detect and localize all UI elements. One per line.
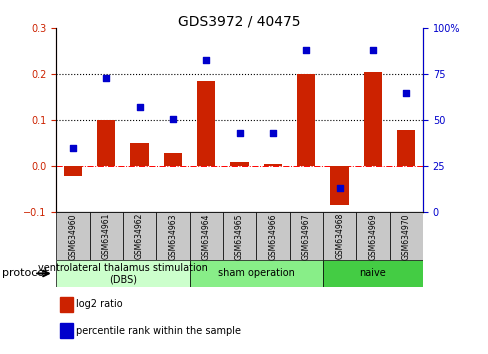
Text: GSM634964: GSM634964	[202, 213, 210, 259]
Bar	[230, 162, 248, 166]
Text: GSM634960: GSM634960	[68, 213, 77, 259]
Bar	[263, 164, 282, 166]
Point	[202, 57, 210, 62]
Bar	[60, 297, 73, 312]
Bar	[63, 166, 82, 176]
Text: GSM634962: GSM634962	[135, 213, 144, 259]
Bar	[330, 166, 348, 205]
Bar	[163, 153, 182, 166]
Point	[102, 75, 110, 81]
Bar	[363, 72, 381, 166]
Bar	[197, 81, 215, 166]
Bar	[223, 212, 256, 260]
Text: GSM634970: GSM634970	[401, 213, 410, 259]
Bar	[156, 212, 189, 260]
Text: protocol: protocol	[2, 268, 48, 279]
Text: GSM634961: GSM634961	[102, 213, 110, 259]
Point	[135, 105, 143, 110]
Text: GSM634969: GSM634969	[368, 213, 377, 259]
Bar	[356, 212, 389, 260]
Bar	[122, 212, 156, 260]
Text: ventrolateral thalamus stimulation
(DBS): ventrolateral thalamus stimulation (DBS)	[38, 263, 207, 284]
Bar	[322, 212, 356, 260]
Bar	[56, 212, 89, 260]
Point	[302, 47, 309, 53]
Text: GSM634965: GSM634965	[235, 213, 244, 259]
Bar	[256, 212, 289, 260]
Point	[169, 116, 177, 121]
Bar	[396, 130, 415, 166]
Text: percentile rank within the sample: percentile rank within the sample	[76, 326, 241, 336]
Point	[402, 90, 409, 96]
Bar	[97, 120, 115, 166]
Point	[268, 130, 276, 136]
Bar	[297, 74, 315, 166]
Bar	[89, 212, 122, 260]
Bar	[189, 260, 322, 287]
Text: GDS3972 / 40475: GDS3972 / 40475	[178, 14, 300, 28]
Bar	[389, 212, 422, 260]
Text: naive: naive	[359, 268, 386, 279]
Point	[69, 145, 77, 151]
Bar	[56, 260, 189, 287]
Point	[335, 185, 343, 191]
Point	[368, 47, 376, 53]
Text: sham operation: sham operation	[217, 268, 294, 279]
Bar	[60, 323, 73, 338]
Bar	[322, 260, 422, 287]
Bar	[289, 212, 322, 260]
Point	[235, 130, 243, 136]
Text: GSM634967: GSM634967	[301, 213, 310, 259]
Text: log2 ratio: log2 ratio	[76, 299, 122, 309]
Text: GSM634968: GSM634968	[334, 213, 344, 259]
Text: GSM634966: GSM634966	[268, 213, 277, 259]
Text: GSM634963: GSM634963	[168, 213, 177, 259]
Bar	[189, 212, 223, 260]
Bar	[130, 143, 148, 166]
